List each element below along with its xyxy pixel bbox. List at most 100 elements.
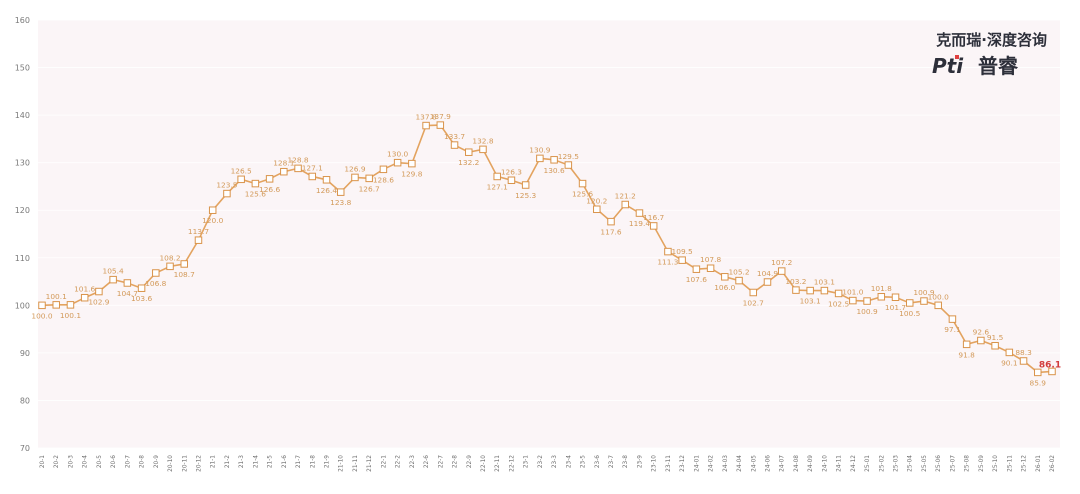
data-point: [863, 297, 871, 305]
x-tick-label: 20-3: [68, 455, 74, 468]
data-point: [977, 336, 985, 345]
data-point: [820, 286, 829, 295]
x-tick-label: 22-10: [481, 455, 487, 472]
data-point: [152, 269, 160, 277]
data-label: 92.6: [973, 328, 990, 337]
data-point: [208, 206, 217, 214]
x-tick-label: 22-12: [509, 455, 515, 472]
data-point: [1048, 367, 1056, 376]
data-label: 127.1: [487, 182, 508, 191]
y-tick-label: 70: [20, 444, 30, 453]
data-point: [749, 288, 758, 297]
data-label: 119.4: [629, 219, 650, 228]
x-tick-label: 23-11: [666, 455, 672, 472]
data-label: 107.6: [686, 275, 707, 284]
data-point: [735, 276, 743, 285]
data-label: 103.2: [785, 277, 806, 286]
data-point: [38, 301, 46, 310]
data-label: 137.8: [415, 113, 436, 122]
data-point: [621, 200, 629, 209]
data-label: 113.7: [188, 227, 209, 236]
x-tick-label: 25-10: [993, 455, 999, 472]
data-label: 133.7: [444, 132, 465, 141]
data-point: [806, 286, 814, 295]
data-label: 128.8: [287, 155, 308, 164]
data-point: [777, 267, 786, 275]
data-point: [792, 286, 800, 294]
x-tick-label: 23-2: [538, 455, 544, 468]
data-point: [891, 293, 900, 301]
x-tick-label: 23-5: [581, 455, 587, 468]
x-tick-label: 24-03: [723, 455, 729, 472]
x-tick-label: 20-6: [111, 455, 117, 468]
data-label: 100.9: [913, 288, 934, 297]
x-tick-label: 21-6: [282, 455, 288, 468]
x-tick-label: 24-08: [794, 455, 800, 472]
data-label: 126.3: [501, 167, 522, 176]
x-tick-label: 23-7: [609, 455, 615, 468]
data-point: [393, 158, 402, 167]
x-tick-label: 25-04: [908, 455, 914, 472]
x-tick-label: 20-5: [97, 455, 103, 468]
logo-brand-prefix: Pti: [932, 54, 964, 78]
x-tick-label: 25-08: [965, 455, 971, 472]
data-label: 126.4: [316, 186, 337, 195]
x-tick-label: 24-11: [837, 455, 843, 472]
y-tick-label: 100: [15, 301, 30, 310]
data-label: 106.0: [714, 283, 735, 292]
x-tick-label: 23-4: [566, 455, 572, 468]
x-tick-label: 21-10: [339, 455, 345, 472]
data-point: [536, 154, 544, 163]
x-tick-label: 23-10: [652, 455, 658, 472]
x-tick-label: 21-2: [225, 455, 231, 468]
data-point: [237, 175, 245, 184]
data-label: 105.2: [728, 268, 749, 277]
x-tick-label: 20-7: [125, 455, 131, 468]
data-point: [80, 293, 89, 302]
x-tick-label: 26-02: [1050, 455, 1056, 472]
data-label: 130.9: [529, 145, 550, 154]
x-tick-label: 20-4: [83, 455, 89, 468]
data-label: 102.7: [743, 298, 764, 307]
data-point: [593, 205, 601, 214]
x-tick-label: 22-7: [438, 455, 444, 468]
data-point: [436, 121, 445, 129]
x-tick-label: 24-02: [709, 455, 715, 472]
data-label: 126.5: [231, 166, 252, 175]
data-point: [1019, 357, 1028, 365]
x-tick-label: 22-6: [424, 455, 430, 468]
x-tick-label: 25-11: [1007, 455, 1013, 472]
data-label: 101.0: [842, 288, 863, 297]
data-label: 104.7: [117, 289, 138, 298]
data-point: [180, 260, 188, 268]
x-tick-label: 21-4: [253, 455, 259, 468]
x-tick-label: 25-06: [936, 455, 942, 472]
data-point: [194, 236, 203, 244]
data-point: [834, 289, 843, 298]
logo-title: 克而瑞·深度咨询: [936, 31, 1047, 49]
x-tick-label: 20-2: [54, 455, 60, 468]
x-tick-label: 20-11: [182, 455, 188, 472]
data-point: [322, 176, 331, 184]
data-point: [408, 159, 416, 168]
data-point: [137, 284, 146, 292]
logo-brand-suffix: 普睿: [978, 54, 1019, 78]
data-label: 117.6: [600, 228, 621, 237]
data-label: 103.1: [800, 297, 821, 306]
data-point: [336, 188, 345, 196]
data-point: [95, 287, 103, 296]
data-label: 100.1: [46, 292, 67, 301]
data-point: [422, 121, 430, 130]
x-tick-label: 25-02: [879, 455, 885, 472]
data-label: 129.8: [401, 170, 422, 179]
data-label: 104.9: [757, 269, 778, 278]
data-point: [635, 209, 644, 217]
x-tick-label: 22-9: [467, 455, 473, 468]
data-label: 88.3: [1015, 348, 1032, 357]
data-label: 123.5: [216, 181, 237, 190]
data-point: [280, 167, 288, 176]
data-label: 128.6: [373, 175, 394, 184]
x-tick-label: 24-09: [808, 455, 814, 472]
